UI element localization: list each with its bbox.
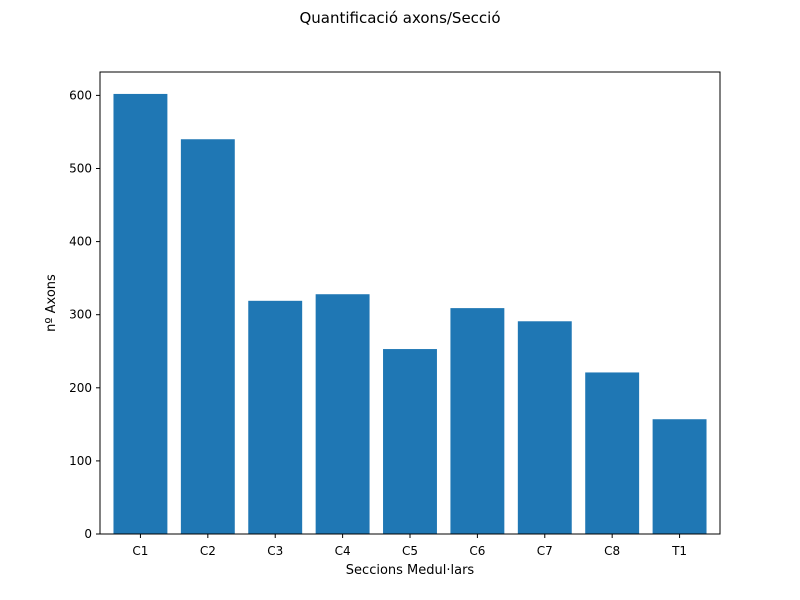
x-tick-label: C7 (537, 544, 553, 558)
y-tick-label: 200 (69, 381, 92, 395)
x-tick-label: C6 (469, 544, 485, 558)
x-tick-label: C4 (335, 544, 351, 558)
bars-group (113, 93, 707, 535)
y-tick-label: 100 (69, 454, 92, 468)
bar-c3 (248, 300, 303, 534)
bar-c4 (315, 294, 370, 534)
bar-c5 (383, 349, 437, 534)
bar-c6 (450, 308, 505, 534)
y-tick-label: 300 (69, 308, 92, 322)
y-axis-label: nº Axons (44, 274, 59, 332)
x-tick-label: T1 (671, 544, 687, 558)
y-tick-label: 600 (69, 88, 92, 102)
x-tick-label: C5 (402, 544, 418, 558)
x-tick-label: C3 (267, 544, 283, 558)
x-axis-label: Seccions Medul·lars (346, 563, 475, 578)
bar-c2 (180, 139, 235, 534)
x-tick-label: C8 (604, 544, 620, 558)
chart-title: Quantificació axons/Secció (299, 9, 500, 27)
bar-c7 (517, 321, 572, 534)
x-axis-ticks: C1 C2 C3 C4 C5 C6 C7 C8 T1 (132, 534, 687, 558)
bar-c1 (113, 93, 168, 535)
y-axis-ticks: 0 100 200 300 400 500 600 (69, 88, 100, 541)
x-tick-label: C2 (200, 544, 216, 558)
y-tick-label: 0 (84, 527, 92, 541)
bar-c8 (585, 372, 640, 534)
x-tick-label: C1 (132, 544, 148, 558)
y-tick-label: 400 (69, 235, 92, 249)
y-tick-label: 500 (69, 161, 92, 175)
bar-t1 (652, 419, 707, 534)
